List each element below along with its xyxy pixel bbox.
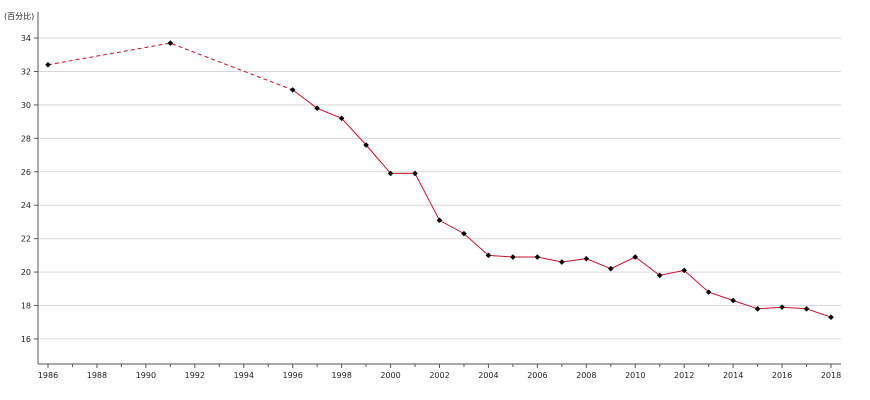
y-tick-label: 26 [21, 168, 31, 177]
y-unit-label: (百分比) [4, 12, 35, 21]
x-tick-label: 2004 [478, 371, 498, 380]
x-tick-label: 2012 [674, 371, 694, 380]
data-point [656, 272, 663, 279]
x-tick-label: 2014 [723, 371, 743, 380]
data-point [828, 314, 834, 320]
data-point [461, 230, 467, 237]
data-point [754, 306, 761, 312]
y-tick-label: 34 [21, 34, 31, 43]
data-point [803, 306, 810, 312]
data-point [436, 217, 443, 224]
data-point [607, 265, 614, 272]
x-tick-label: 1994 [234, 371, 254, 380]
data-point [412, 170, 418, 177]
x-tick-label: 2002 [429, 371, 449, 380]
x-tick-label: 2018 [821, 371, 841, 380]
y-tick-label: 22 [21, 235, 31, 244]
y-tick-label: 32 [21, 67, 31, 76]
x-tick-label: 1996 [283, 371, 303, 380]
x-tick-label: 1998 [331, 371, 351, 380]
x-tick-label: 2010 [625, 371, 645, 380]
data-point [314, 105, 320, 112]
x-tick-label: 2008 [576, 371, 596, 380]
data-point [510, 254, 516, 260]
x-tick-label: 1986 [38, 371, 58, 380]
x-tick-label: 1990 [136, 371, 156, 380]
y-tick-label: 24 [21, 201, 31, 210]
data-point [779, 304, 785, 310]
data-point [705, 289, 712, 295]
series-line-dashed [47, 42, 293, 91]
x-tick-label: 1988 [87, 371, 107, 380]
series-line-solid [292, 89, 832, 318]
data-point [387, 170, 394, 177]
x-tick-label: 2000 [380, 371, 400, 380]
y-tick-label: 18 [21, 301, 31, 310]
y-tick-label: 28 [21, 134, 31, 143]
x-tick-label: 2016 [772, 371, 792, 380]
data-point [681, 267, 687, 274]
y-tick-label: 20 [21, 268, 31, 277]
data-point [289, 87, 296, 93]
data-point [730, 297, 736, 304]
x-tick-label: 1992 [185, 371, 205, 380]
data-point [583, 255, 590, 262]
data-point [534, 254, 541, 260]
x-tick-label: 2006 [527, 371, 547, 380]
data-point [485, 252, 492, 259]
data-point [167, 40, 174, 46]
y-tick-label: 16 [21, 335, 31, 344]
data-point [45, 62, 51, 68]
data-point [338, 115, 345, 122]
data-point [632, 254, 639, 260]
data-point [363, 142, 369, 148]
y-tick-label: 30 [21, 101, 31, 110]
data-point [559, 259, 565, 265]
